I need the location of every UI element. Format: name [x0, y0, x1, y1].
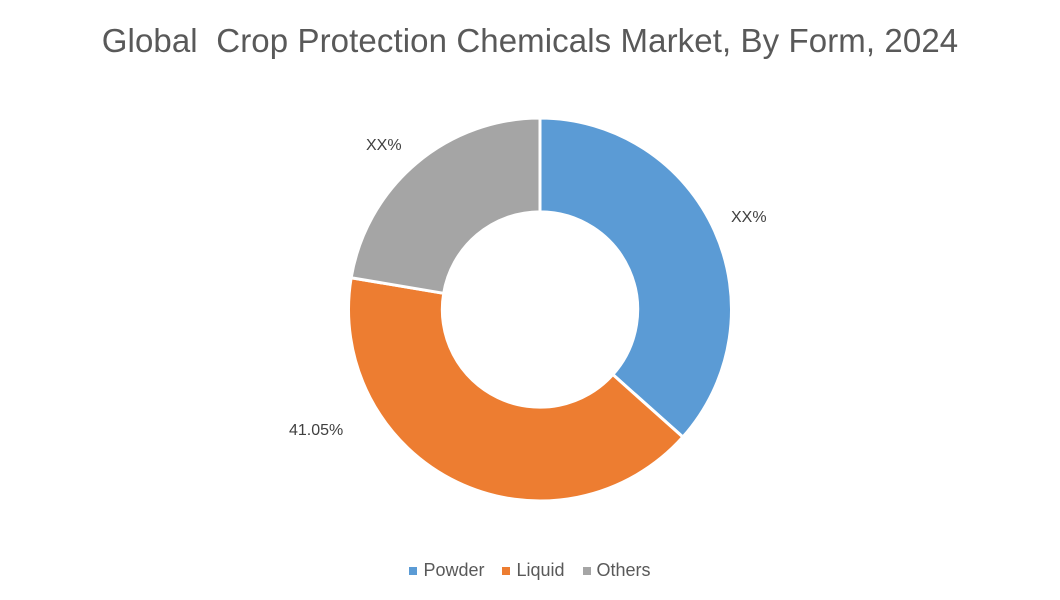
legend-label-others: Others [596, 560, 651, 580]
chart-title: Global Crop Protection Chemicals Market,… [101, 22, 959, 59]
legend-label-powder: Powder [423, 560, 485, 580]
donut-slice-others[interactable] [349, 116, 542, 296]
donut-slices [347, 116, 733, 503]
legend-swatch-liquid [502, 566, 511, 575]
data-label-liquid: 41.05% [289, 422, 344, 439]
legend-label-liquid: Liquid [516, 560, 565, 580]
data-label-others: XX% [366, 137, 402, 154]
donut-slice-liquid[interactable] [347, 276, 685, 503]
data-label-powder: XX% [731, 209, 767, 226]
legend-item-others[interactable]: Others [582, 560, 651, 581]
legend-item-liquid[interactable]: Liquid [502, 560, 565, 581]
chart-legend: Powder Liquid Others [0, 560, 1060, 581]
donut-slice-powder[interactable] [538, 116, 733, 440]
legend-swatch-others [582, 566, 591, 575]
legend-swatch-powder [409, 566, 418, 575]
legend-item-powder[interactable]: Powder [409, 560, 484, 581]
